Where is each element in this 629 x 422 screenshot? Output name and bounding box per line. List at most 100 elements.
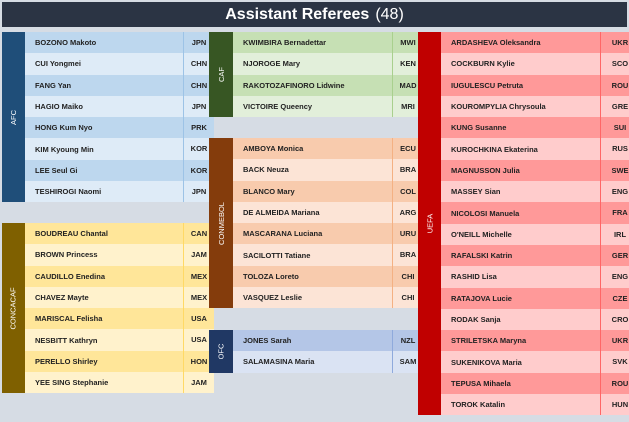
referee-name: FANG Yan <box>35 80 72 90</box>
referee-name: RAKOTOZAFINORO Lidwine <box>243 80 345 90</box>
referee-name: KWIMBIRA Bernadettar <box>243 38 327 48</box>
country-code: MAD <box>392 74 423 96</box>
referee-row: IUGULESCU Petruta ROU <box>441 74 629 96</box>
referee-row: TOROK Katalin HUN <box>441 394 629 416</box>
referee-row: CUI Yongmei CHN <box>25 53 214 75</box>
country-code: USA <box>183 308 214 330</box>
referee-row: RATAJOVA Lucie CZE <box>441 287 629 309</box>
referee-name: MASSEY Sian <box>451 187 501 197</box>
confederation-block-uefa: UEFA ARDASHEVA Oleksandra UKR COCKBURN Kyli… <box>418 32 629 416</box>
confederation-label: CONMEBOL <box>209 138 233 309</box>
country-code: COL <box>392 180 423 202</box>
referee-row: TEPUSA Mihaela ROU <box>441 372 629 395</box>
referee-row: PERELLO Shirley HON <box>25 350 214 373</box>
referee-row: SALAMASINA Maria SAM <box>233 351 423 373</box>
confederation-label: CAF <box>209 32 233 118</box>
confederation-name: CAF <box>216 67 226 83</box>
referee-name: BLANCO Mary <box>243 186 295 196</box>
country-code: ENG <box>600 181 629 203</box>
referee-row: MASSEY Sian ENG <box>441 181 629 203</box>
referee-name: KOUROMPYLIA Chrysoula <box>451 102 546 112</box>
referee-name: CAUDILLO Enedina <box>35 271 106 281</box>
country-code: HUN <box>600 394 629 416</box>
country-code: SCO <box>600 53 629 75</box>
referee-name: AMBOYA Monica <box>243 144 304 154</box>
page-title: Assistant Referees (48) <box>2 2 627 27</box>
country-code: CHI <box>392 287 423 309</box>
referee-name: CHAVEZ Mayte <box>35 293 89 303</box>
referee-row: MARISCAL Felisha USA <box>25 308 214 330</box>
referee-row: RAFALSKI Katrin GER <box>441 244 629 267</box>
confederation-label: UEFA <box>418 32 441 416</box>
referee-name: MARISCAL Felisha <box>35 314 103 324</box>
country-code: CZE <box>600 287 629 309</box>
referee-row: CAUDILLO Enedina MEX <box>25 265 214 287</box>
referee-row: COCKBURN Kylie SCO <box>441 53 629 75</box>
referee-row: BLANCO Mary COL <box>233 180 423 202</box>
country-code: ROU <box>600 74 629 96</box>
country-code: CHN <box>183 74 214 96</box>
country-code: MEX <box>183 265 214 287</box>
country-code: RUS <box>600 138 629 160</box>
referee-name: NJOROGE Mary <box>243 59 301 69</box>
referee-row: NICOLOSI Manuela FRA <box>441 202 629 224</box>
confederation-name: OFC <box>216 343 226 360</box>
referee-name: CUI Yongmei <box>35 59 81 69</box>
country-code: IRL <box>600 223 629 245</box>
country-code: MEX <box>183 286 214 309</box>
referee-name: TOLOZA Loreto <box>243 271 299 281</box>
country-code: KOR <box>183 159 214 182</box>
country-code: HON <box>183 350 214 373</box>
referee-name: RASHID Lisa <box>451 272 497 282</box>
country-code: UKR <box>600 32 629 54</box>
referee-row: BOZONO Makoto JPN <box>25 32 214 54</box>
country-code: FRA <box>600 202 629 224</box>
confederation-name: AFC <box>9 109 18 125</box>
country-code: JAM <box>183 244 214 266</box>
country-code: SWE <box>600 159 629 182</box>
referee-name: SACILOTTI Tatiane <box>243 250 311 260</box>
country-code: CAN <box>183 223 214 245</box>
referee-name: TESHIROGI Naomi <box>35 187 102 197</box>
country-code: ECU <box>392 138 423 160</box>
referee-name: VASQUEZ Leslie <box>243 293 303 303</box>
referee-name: SUKENIKOVA Maria <box>451 357 522 367</box>
country-code: JPN <box>183 95 214 118</box>
country-code: ROU <box>600 372 629 395</box>
referee-row: TESHIROGI Naomi JPN <box>25 181 214 203</box>
confederation-label: AFC <box>2 32 25 203</box>
country-code: BRA <box>392 159 423 181</box>
confederation-block-conmebol: CONMEBOL AMBOYA Monica ECU BACK Neuza BRA BLA… <box>209 138 423 309</box>
referee-name: KUNG Susanne <box>451 123 507 133</box>
country-code: ARG <box>392 201 423 224</box>
country-code: JPN <box>183 32 214 54</box>
confederation-label: OFC <box>209 330 233 373</box>
confederation-block-concacaf: CONCACAF BOUDREAU Chantal CAN BROWN Princes… <box>2 223 214 394</box>
referee-row: NJOROGE Mary KEN <box>233 53 423 75</box>
referee-name: RATAJOVA Lucie <box>451 293 512 303</box>
referee-name: PERELLO Shirley <box>35 356 98 366</box>
referee-row: MAGNUSSON Julia SWE <box>441 159 629 182</box>
referee-name: MAGNUSSON Julia <box>451 165 520 175</box>
referee-name: YEE SING Stephanie <box>35 378 109 388</box>
referee-name: KIM Kyoung Min <box>35 144 94 154</box>
referee-row: RODAK Sanja CRO <box>441 308 629 331</box>
referee-name: NESBITT Kathryn <box>35 335 98 345</box>
referee-name: TEPUSA Mihaela <box>451 378 511 388</box>
referee-name: MASCARANA Luciana <box>243 229 323 239</box>
referee-row: YEE SING Stephanie JAM <box>25 372 214 394</box>
country-code: KEN <box>392 53 423 75</box>
referee-name: JONES Sarah <box>243 336 292 346</box>
country-code: CHN <box>183 53 214 75</box>
referee-row: HAGIO Maiko JPN <box>25 95 214 118</box>
referee-row: JONES Sarah NZL <box>233 330 423 352</box>
country-code: URU <box>392 223 423 245</box>
confederation-name: UEFA <box>425 213 434 234</box>
referee-name: STRILETSKA Maryna <box>451 336 527 346</box>
country-code: SUI <box>600 117 629 139</box>
referee-row: SACILOTTI Tatiane BRA <box>233 244 423 266</box>
referee-name: RODAK Sanja <box>451 315 501 324</box>
referee-name: BOUDREAU Chantal <box>35 229 108 239</box>
referee-name: BROWN Princess <box>35 250 98 260</box>
confederation-name: CONCACAF <box>9 287 18 330</box>
